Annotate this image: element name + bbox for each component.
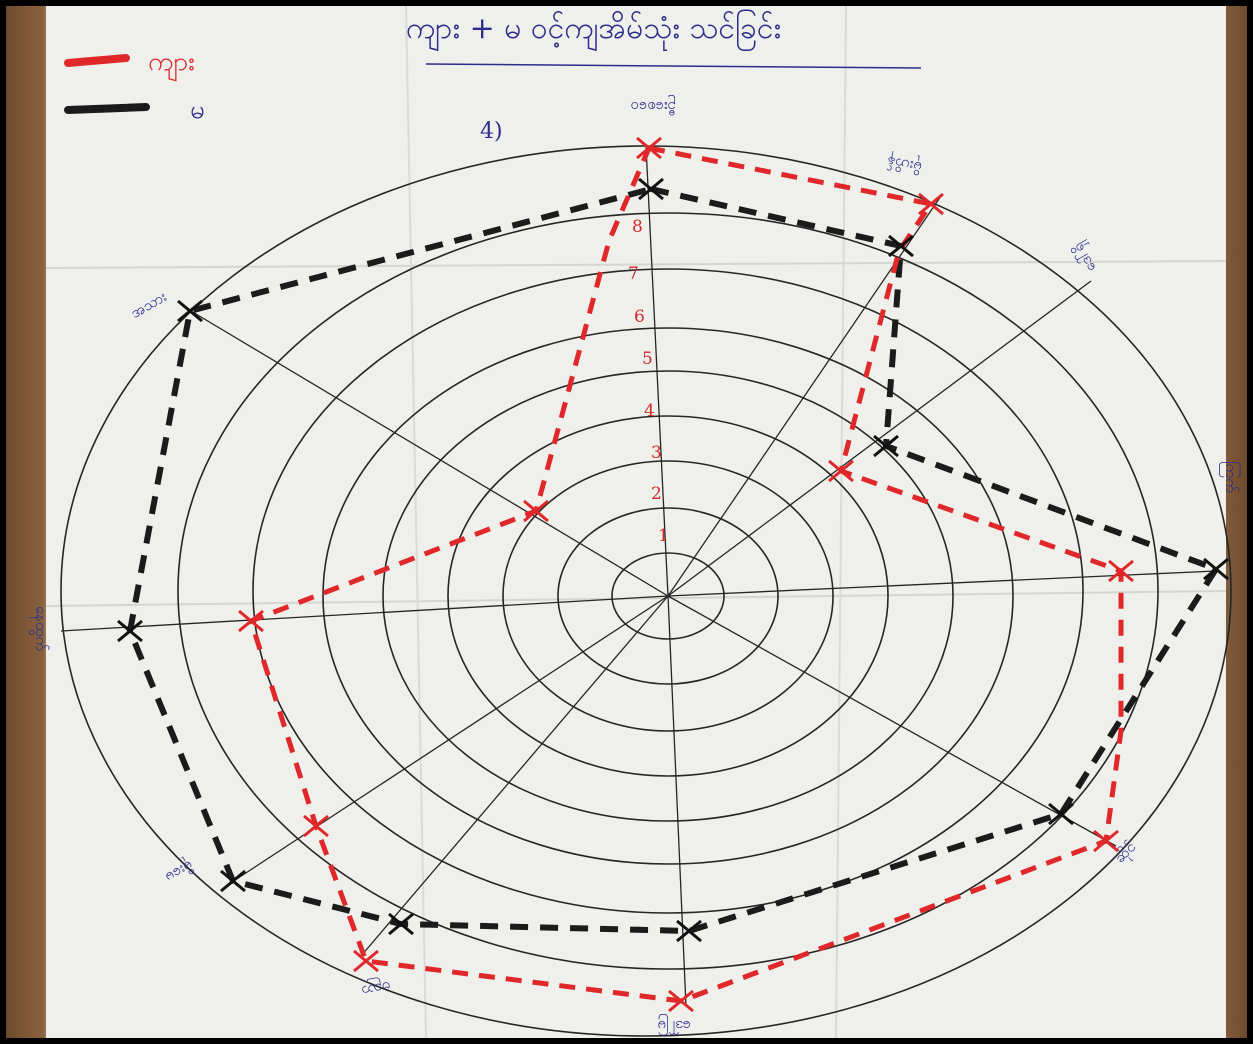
female-series-line	[127, 186, 1219, 934]
spoke-label: နေထွက်	[29, 606, 50, 651]
legend-red-line	[64, 54, 130, 67]
ring-number: 5	[642, 349, 653, 369]
ring-number: 8	[632, 217, 643, 237]
male-marker	[523, 499, 549, 523]
legend-black-line	[64, 103, 150, 114]
corner-mark: 4)	[480, 119, 503, 144]
female-marker	[1203, 557, 1229, 581]
male-marker	[828, 459, 854, 483]
spoke	[225, 595, 669, 887]
spoke	[190, 310, 669, 597]
chart-paper: ကျား + မ ဝင့်ကျအိမ်သုံး သင်ခြင်း ကျား မ …	[29, 6, 1241, 1038]
female-marker	[117, 619, 143, 643]
fold-line	[45, 590, 1227, 607]
spoke	[360, 595, 669, 957]
male-marker	[303, 814, 329, 838]
spoke	[645, 145, 669, 597]
female-marker	[638, 177, 664, 201]
female-marker	[676, 919, 702, 943]
female-marker	[388, 912, 414, 936]
ring-4	[447, 415, 889, 777]
paper-sheet	[46, 6, 1226, 1038]
female-marker	[1048, 802, 1074, 826]
spoke-label: ကြက်	[1219, 461, 1241, 493]
male-marker	[918, 192, 944, 216]
male-marker	[668, 989, 694, 1013]
female-marker	[873, 434, 899, 458]
spoke-label: ဒေါ်မြ	[658, 1014, 691, 1036]
ring-3	[502, 460, 834, 732]
ring-7	[252, 268, 1084, 914]
legend-female-label: မ	[190, 95, 205, 125]
male-series-line	[248, 145, 1124, 1004]
legend-male-label: ကျား	[148, 47, 195, 82]
male-marker	[353, 949, 379, 973]
male-markers	[238, 136, 1134, 1013]
ring-1	[611, 552, 725, 640]
ring-number: 4	[644, 401, 655, 421]
ring-8	[177, 212, 1159, 970]
ring-number: 7	[628, 264, 639, 284]
title-underline	[425, 63, 922, 69]
male-marker	[636, 136, 662, 160]
ring-5	[382, 370, 954, 822]
fold-line	[45, 260, 1227, 269]
spoke	[667, 595, 1117, 847]
ring-number: 2	[651, 484, 662, 504]
poster-title: ကျား + မ ဝင့်ကျအိမ်သုံး သင်ခြင်း	[406, 9, 781, 52]
ring-6	[322, 327, 1014, 865]
male-marker	[1093, 829, 1119, 853]
ring-2	[557, 507, 779, 685]
female-marker	[177, 299, 203, 323]
male-marker	[238, 609, 264, 633]
fold-line	[835, 6, 847, 1038]
female-marker	[888, 234, 914, 258]
spoke	[60, 595, 669, 632]
female-marker	[220, 869, 246, 893]
ring-number: 6	[634, 307, 645, 327]
fold-line	[405, 6, 427, 1038]
spoke-label: ဦးစေဝေ	[631, 95, 676, 116]
ring-number: 1	[658, 526, 669, 546]
ring-number: 3	[651, 443, 662, 463]
spoke	[667, 280, 1092, 597]
female-markers	[117, 177, 1229, 943]
male-marker	[1108, 559, 1134, 583]
ring-number-scale: 1 2 3 4 5 6 7 8	[628, 217, 669, 546]
